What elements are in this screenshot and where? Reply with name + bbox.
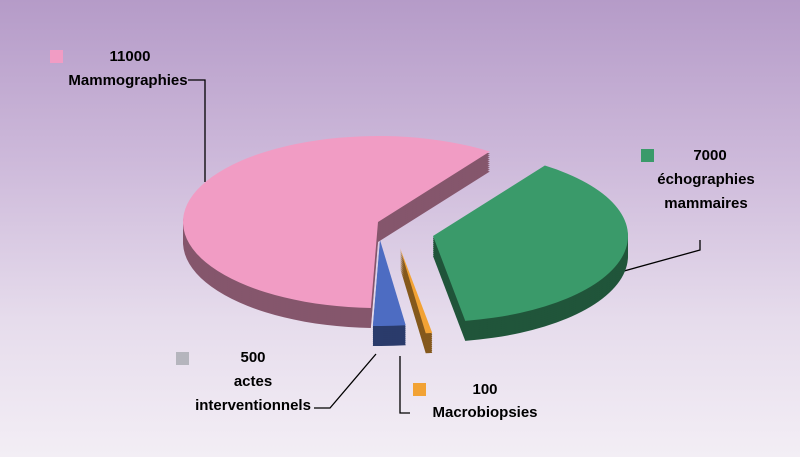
legend-marker — [50, 50, 63, 63]
value-label: 100 — [472, 381, 498, 398]
category-label: Mammographies — [68, 72, 188, 89]
leader-line — [399, 356, 410, 414]
value-label: 500 — [240, 349, 266, 366]
value-label: 11000 — [109, 48, 151, 65]
leader-line — [188, 79, 206, 182]
leader-line — [605, 240, 701, 277]
legend-marker — [641, 149, 654, 162]
category-label: échographies mammaires — [657, 171, 755, 212]
category-label: Macrobiopsies — [432, 404, 538, 421]
legend-marker — [413, 383, 426, 396]
leader-line — [314, 353, 377, 409]
slice — [433, 165, 629, 321]
slice — [372, 240, 406, 326]
value-label: 7000 — [693, 147, 727, 164]
slice — [400, 248, 433, 334]
category-label: actes interventionnels — [195, 373, 311, 414]
slice — [182, 135, 490, 308]
legend-marker — [176, 352, 189, 365]
